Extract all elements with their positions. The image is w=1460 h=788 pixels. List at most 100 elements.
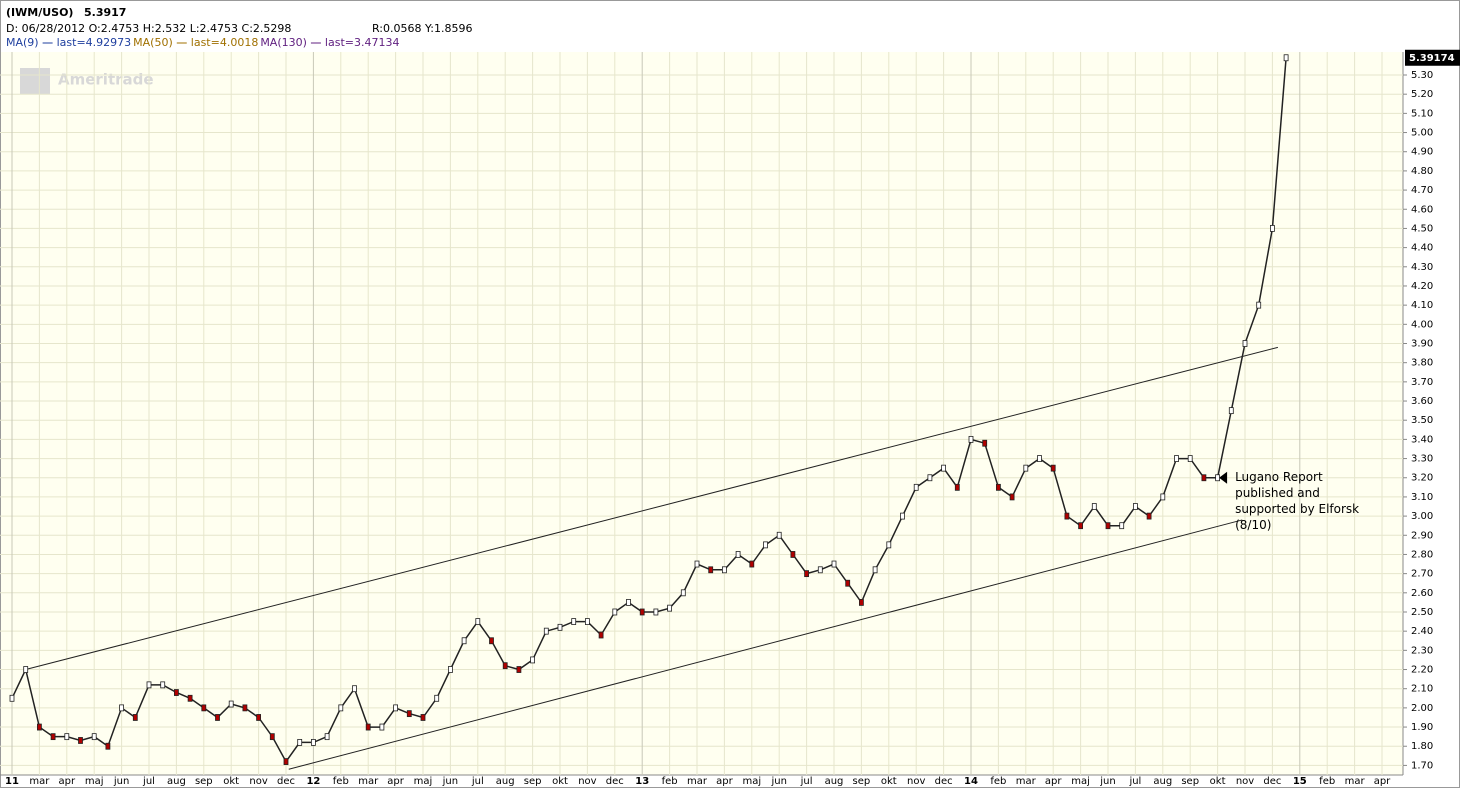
candle	[1146, 512, 1152, 520]
x-tick-label: apr	[387, 776, 404, 787]
y-tick-label: 2.60	[1411, 588, 1433, 599]
candle	[352, 685, 357, 693]
candle	[1201, 474, 1207, 482]
candle	[1023, 464, 1029, 472]
candle	[160, 681, 166, 689]
watermark: Ameritrade	[58, 71, 154, 89]
x-tick-label: 14	[964, 776, 978, 787]
x-tick-label: nov	[578, 776, 596, 787]
x-tick-label: jun	[113, 776, 129, 787]
x-tick-label: jun	[442, 776, 458, 787]
x-tick-label: maj	[742, 776, 761, 787]
candle	[434, 694, 440, 702]
y-tick-label: 5.00	[1411, 128, 1433, 139]
candle	[612, 608, 618, 616]
candle	[1050, 464, 1056, 472]
candle	[37, 723, 42, 731]
y-tick-label: 3.60	[1411, 396, 1433, 407]
candle	[954, 483, 960, 491]
candle	[242, 704, 248, 712]
y-tick-label: 3.40	[1411, 434, 1433, 445]
x-tick-label: maj	[85, 776, 104, 787]
x-tick-label: 13	[635, 776, 649, 787]
candle	[804, 570, 809, 578]
candle	[557, 623, 563, 631]
candle	[831, 560, 837, 568]
x-tick-label: sep	[524, 776, 542, 787]
x-tick-label: dec	[277, 776, 295, 787]
candle	[1133, 503, 1138, 510]
y-tick-label: 4.10	[1411, 300, 1433, 311]
x-tick-label: nov	[907, 776, 925, 787]
x-tick-label: sep	[1181, 776, 1199, 787]
x-tick-label: dec	[1263, 776, 1281, 787]
x-tick-label: okt	[881, 776, 897, 787]
candle	[201, 704, 207, 712]
y-tick-label: 5.30	[1411, 70, 1433, 81]
x-tick-label: feb	[1319, 776, 1335, 787]
candle	[310, 738, 316, 746]
ma-name: MA(130)	[260, 36, 307, 49]
y-tick-label: 2.10	[1411, 684, 1433, 695]
candle	[735, 551, 741, 558]
candle	[338, 704, 344, 712]
y-tick-label: 3.30	[1411, 454, 1433, 465]
x-tick-label: mar	[1345, 776, 1366, 787]
r-y: R:0.0568 Y:1.8596	[372, 22, 472, 35]
ma-last: last=4.92973	[57, 36, 132, 49]
candle	[900, 512, 905, 520]
x-tick-label: aug	[825, 776, 844, 787]
y-tick-label: 3.90	[1411, 339, 1433, 350]
x-tick-label: aug	[167, 776, 186, 787]
candle	[571, 618, 577, 625]
y-tick-label: 2.90	[1411, 530, 1433, 541]
x-tick-label: jul	[471, 776, 484, 787]
candle	[530, 656, 535, 664]
candle	[1242, 340, 1248, 347]
y-tick-label: 2.80	[1411, 549, 1433, 560]
candle	[91, 733, 97, 741]
candle	[941, 464, 946, 472]
y-tick-label: 1.90	[1411, 722, 1433, 733]
x-tick-label: aug	[1153, 776, 1172, 787]
candle	[626, 599, 631, 606]
candle	[324, 733, 330, 741]
candle	[132, 714, 138, 721]
ma-last: last=4.0018	[191, 36, 259, 49]
x-tick-label: 15	[1293, 776, 1307, 787]
y-tick-label: 3.10	[1411, 492, 1433, 503]
y-tick-label: 4.00	[1411, 319, 1433, 330]
x-tick-label: feb	[333, 776, 349, 787]
ma-legend: MA(9) last=4.92973 MA(50) last=4.0018 MA(130…	[6, 36, 399, 49]
candle	[1064, 512, 1070, 520]
x-tick-label: dec	[935, 776, 953, 787]
candle	[283, 758, 289, 765]
x-tick-label: apr	[59, 776, 76, 787]
x-tick-label: jul	[1128, 776, 1141, 787]
y-tick-label: 2.50	[1411, 607, 1433, 618]
candle	[996, 483, 1001, 491]
candle	[585, 618, 590, 625]
last-value-label: 5.39174	[1409, 53, 1455, 64]
y-tick-label: 4.30	[1411, 262, 1433, 273]
x-tick-label: aug	[496, 776, 515, 787]
x-tick-label: mar	[687, 776, 708, 787]
candle	[968, 435, 974, 443]
y-tick-label: 2.40	[1411, 626, 1433, 637]
candle	[1105, 522, 1111, 530]
y-tick-label: 5.10	[1411, 108, 1433, 119]
candle	[845, 579, 851, 587]
y-tick-label: 3.80	[1411, 358, 1433, 369]
candle	[420, 714, 426, 721]
y-tick-label: 3.70	[1411, 377, 1433, 388]
candle	[543, 627, 549, 635]
candle	[667, 604, 672, 612]
candle	[9, 694, 15, 702]
symbol: (IWM/USO)	[6, 6, 73, 19]
candle	[146, 681, 152, 689]
y-tick-label: 4.50	[1411, 223, 1433, 234]
candle	[790, 551, 796, 558]
x-tick-label: mar	[358, 776, 379, 787]
candle	[187, 694, 193, 702]
y-tick-label: 4.60	[1411, 204, 1433, 215]
